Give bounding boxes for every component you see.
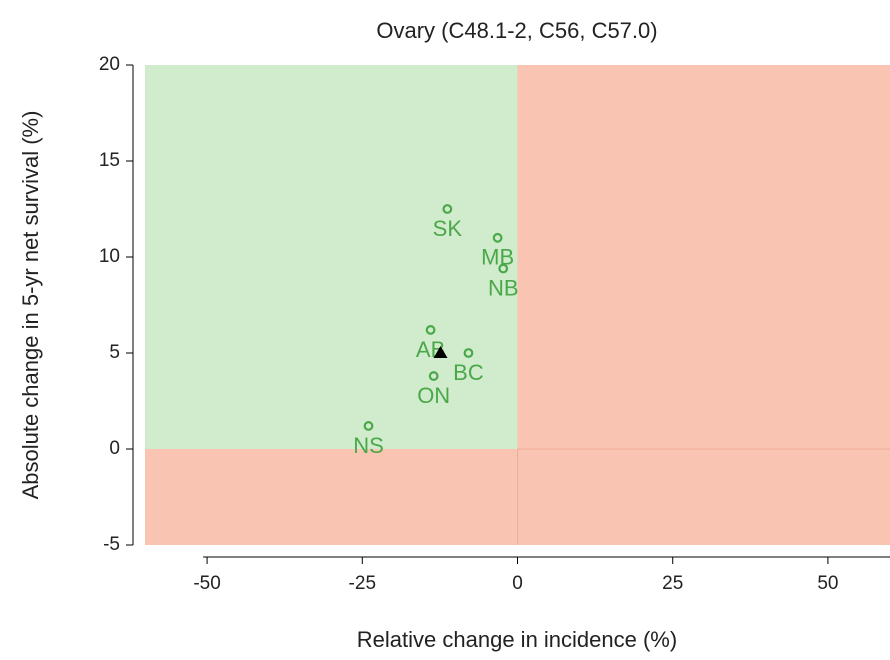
- point-label: ON: [417, 383, 450, 408]
- point: [442, 204, 453, 214]
- point: [433, 346, 448, 358]
- point: [363, 421, 374, 431]
- y-tick-label: -5: [103, 534, 120, 555]
- y-axis-label: Absolute change in 5-yr net survival (%): [18, 111, 43, 500]
- y-tick-label: 15: [99, 150, 120, 171]
- point-label: MB: [481, 245, 514, 270]
- favorable-region: [145, 65, 518, 449]
- y-tick-label: 0: [109, 438, 120, 459]
- point-label: NS: [353, 433, 384, 458]
- x-tick-label: -25: [349, 573, 376, 594]
- point: [463, 348, 474, 358]
- point-label: BC: [453, 360, 484, 385]
- x-tick-label: 0: [512, 573, 523, 594]
- point: [492, 232, 503, 243]
- point: [428, 371, 439, 381]
- x-tick-label: -50: [193, 573, 220, 594]
- y-tick-label: 20: [99, 54, 120, 75]
- chart-title: Ovary (C48.1-2, C56, C57.0): [376, 18, 657, 43]
- point: [425, 325, 436, 335]
- x-axis-label: Relative change in incidence (%): [357, 627, 677, 652]
- point: [498, 263, 509, 274]
- point-label: SK: [433, 216, 463, 241]
- x-tick-label: 50: [817, 573, 838, 594]
- y-tick-label: 5: [109, 342, 120, 363]
- point-label: NB: [488, 275, 519, 300]
- y-tick-label: 10: [99, 246, 120, 267]
- x-tick-label: 25: [662, 573, 683, 594]
